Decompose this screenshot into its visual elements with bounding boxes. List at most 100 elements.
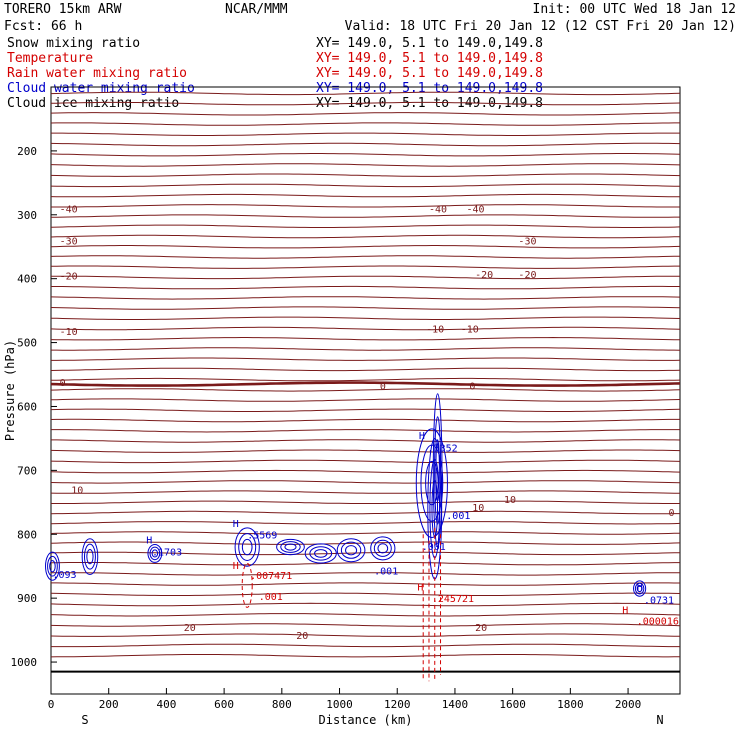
isotherm-line xyxy=(50,336,681,341)
isotherm-line xyxy=(50,112,680,116)
isotherm-line xyxy=(50,388,681,392)
rain-water-label: .001 xyxy=(259,592,283,603)
plot-area: -40 -40 -40 -30 -30 -20 -20 -20 -10 -10 -10 0 0 0 10 10… xyxy=(3,86,681,727)
cloud-water-contour xyxy=(434,416,442,525)
cloud-water-contour xyxy=(83,543,96,570)
field-section-coords: XY= 149.0, 5.1 to 149.0,149.8 xyxy=(316,51,543,66)
field-name: Cloud ice mixing ratio xyxy=(7,96,179,111)
cloud-water-contour xyxy=(238,533,257,561)
isotherm-label: 10 xyxy=(71,486,83,497)
rain-water-label: H xyxy=(622,606,628,617)
cloud-water-label: .0731 xyxy=(644,595,674,606)
cloud-water-label: .5569 xyxy=(247,530,277,541)
y-tick-label: 700 xyxy=(17,464,37,477)
isotherm-line xyxy=(50,367,681,372)
x-tick-label: 1600 xyxy=(499,698,526,711)
isotherm-line xyxy=(51,285,680,290)
isotherm-line xyxy=(50,122,680,126)
cloud-water-contour xyxy=(373,539,392,557)
isotherm-line xyxy=(51,275,680,280)
cloud-water-label: H xyxy=(637,583,643,594)
x-tick-label: 1200 xyxy=(384,698,411,711)
isotherm-line xyxy=(51,429,680,433)
x-tick-label: 1400 xyxy=(442,698,469,711)
isotherm-line xyxy=(50,153,681,157)
isotherm-label: -30 xyxy=(60,236,78,247)
isotherm-line xyxy=(50,459,681,464)
y-tick-label: 200 xyxy=(17,145,37,158)
isotherm-label: 0 xyxy=(469,381,475,392)
isotherm-line xyxy=(51,214,680,218)
y-tick-label: 800 xyxy=(17,528,37,541)
cloud-water-contour xyxy=(45,551,60,581)
rain-water-label: .007471 xyxy=(250,571,292,582)
isotherm-label: 10 xyxy=(504,495,516,506)
cloud-water-contour xyxy=(634,582,645,595)
isotherm-line xyxy=(50,377,681,382)
field-section-coords: XY= 149.0, 5.1 to 149.0,149.8 xyxy=(316,66,543,81)
isotherm-line xyxy=(51,347,681,351)
cloud-water-contour xyxy=(47,555,58,577)
rain-water-label: H xyxy=(417,583,423,594)
isotherm-line xyxy=(50,398,681,402)
isotherm-line xyxy=(51,204,680,208)
isotherm-line xyxy=(50,224,681,228)
isotherm-label: -10 xyxy=(461,325,479,336)
isotherm-label: -40 xyxy=(429,204,447,215)
x-axis-label: Distance (km) xyxy=(319,713,413,727)
isotherm-label: 0 xyxy=(668,508,674,519)
cloud-water-contour xyxy=(377,543,389,554)
cloud-water-contour xyxy=(147,543,163,563)
field-list: Snow mixing ratio XY= 149.0, 5.1 to 149.0… xyxy=(7,36,543,111)
isotherm-line xyxy=(50,173,681,177)
y-tick-label: 900 xyxy=(17,592,37,605)
isotherm-line xyxy=(51,582,680,586)
cloud-water-label: H xyxy=(419,431,425,442)
isotherm-line xyxy=(50,531,681,535)
temperature-contours xyxy=(50,91,681,658)
north-end-label: N xyxy=(656,713,663,727)
cloud-water-contour xyxy=(234,527,260,567)
isotherm-label: -30 xyxy=(518,236,536,247)
isotherm-line xyxy=(50,551,681,556)
y-tick-label: 400 xyxy=(17,273,37,286)
isotherm-line xyxy=(51,562,680,566)
cloud-water-contour xyxy=(86,548,94,565)
isotherm-label: -10 xyxy=(426,325,444,336)
isotherm-line xyxy=(50,316,681,320)
isotherm-line xyxy=(50,306,681,310)
field-name: Rain water mixing ratio xyxy=(7,66,187,81)
isotherm-line xyxy=(50,623,681,627)
cloud-water-contour xyxy=(345,545,358,556)
isotherm-line xyxy=(51,500,680,504)
cloud-water-contours xyxy=(45,393,647,597)
isotherm-line xyxy=(50,418,680,423)
isotherm-line xyxy=(50,469,681,474)
isotherm-line xyxy=(50,490,680,494)
isotherm-line xyxy=(50,592,681,596)
x-tick-label: 0 xyxy=(48,698,55,711)
cloud-water-contour xyxy=(415,428,448,538)
isotherm-line xyxy=(51,439,681,443)
cloud-water-label: H xyxy=(233,519,239,530)
center-name: NCAR/MMM xyxy=(225,2,288,17)
plot-frame xyxy=(50,86,681,695)
x-tick-label: 400 xyxy=(156,698,176,711)
axes: 0 200 400 600 800 1000 1200 1400 1600 1800 2000200… xyxy=(3,145,664,727)
isotherm-line xyxy=(51,643,680,648)
isotherm-label: -20 xyxy=(518,270,536,281)
isotherm-line xyxy=(50,449,681,453)
cloud-water-contour xyxy=(336,538,366,563)
cloud-water-label: .001 xyxy=(374,567,398,578)
isotherm-label: -20 xyxy=(475,270,493,281)
x-tick-label: 2000 xyxy=(615,698,642,711)
cloud-water-contour xyxy=(81,538,99,576)
isotherm-line xyxy=(50,91,681,96)
rain-water-label: H xyxy=(233,561,239,572)
isotherm-line xyxy=(51,132,680,136)
isotherm-label: 0 xyxy=(60,378,66,389)
y-axis-label: Pressure (hPa) xyxy=(3,340,17,441)
y-tick-label: 1000 xyxy=(11,656,38,669)
y-tick-label: 300 xyxy=(17,209,37,222)
cloud-water-contour xyxy=(276,538,305,556)
